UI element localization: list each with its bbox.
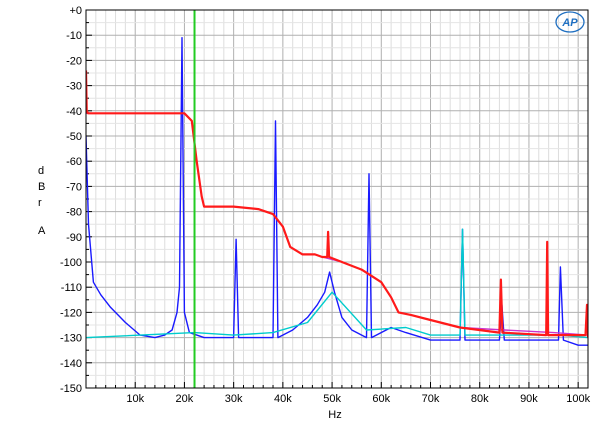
series-group	[86, 37, 588, 346]
y-tick-label: -140	[60, 358, 82, 370]
y-tick-label: -150	[60, 383, 82, 395]
y-tick-label: -20	[66, 55, 82, 67]
y-tick-label: -110	[61, 282, 82, 294]
plot-frame	[85, 9, 589, 389]
y-tick-label: -80	[66, 207, 82, 219]
x-tick-label: 30k	[225, 393, 243, 405]
ap-logo-text: AP	[561, 17, 578, 29]
series-line-1	[86, 37, 588, 346]
y-tick-label: -60	[66, 156, 82, 168]
ap-logo-ring	[555, 11, 585, 33]
series-line-2	[86, 228, 588, 339]
x-tick-labels: 10k 20k 30k 40k 50k 60k 70k 80k 90k 100k	[126, 393, 590, 405]
y-tick-label: -90	[66, 232, 82, 244]
y-tick-label: -70	[66, 181, 82, 193]
x-tick-label: 20k	[176, 393, 194, 405]
y-tick-label: -120	[60, 307, 82, 319]
x-tick-label: 100k	[566, 393, 590, 405]
y-axis-label-r: r	[38, 197, 42, 209]
y-tick-label: -50	[66, 131, 82, 143]
x-tick-label: 80k	[471, 393, 489, 405]
y-tick-labels: +0 -10 -20 -30 -40 -50 -60 -70 -80 -90 -100 -110 -12…	[60, 5, 82, 395]
y-axis-label-a: A	[38, 225, 46, 237]
y-tick-label: -100	[60, 257, 82, 269]
grid-lines	[86, 10, 588, 388]
y-tick-label: -30	[66, 81, 82, 93]
x-tick-label: 60k	[372, 393, 390, 405]
series-line-4	[86, 70, 588, 338]
x-tick-label: 40k	[274, 393, 292, 405]
y-tick-label: -40	[66, 106, 82, 118]
x-tick-label: 70k	[422, 393, 440, 405]
y-axis-label-d: d	[38, 165, 44, 177]
y-tick-label: -10	[66, 30, 82, 42]
x-tick-label: 90k	[520, 393, 538, 405]
x-tick-label: 10k	[126, 393, 144, 405]
ap-logo: AP	[555, 11, 585, 33]
x-axis-label: Hz	[328, 409, 341, 421]
x-tick-label: 50k	[323, 393, 341, 405]
y-axis-label-b: B	[38, 181, 45, 193]
y-tick-label: +0	[69, 5, 82, 17]
y-tick-label: -130	[60, 333, 82, 345]
